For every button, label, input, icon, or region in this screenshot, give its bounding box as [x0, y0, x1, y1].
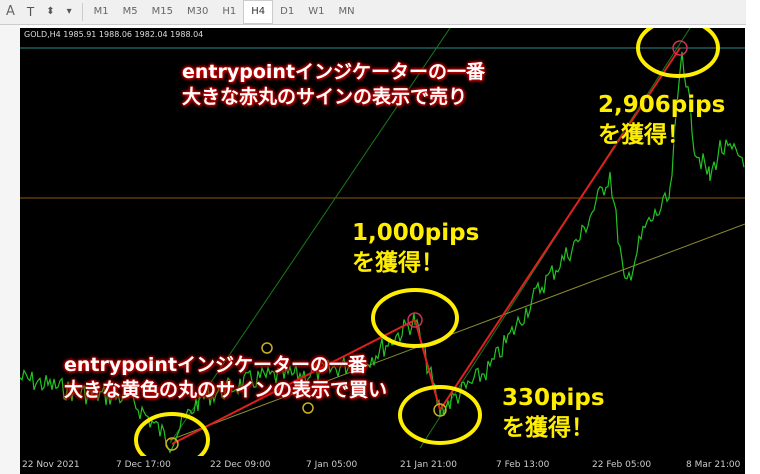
- price-chart[interactable]: [20, 28, 745, 456]
- toolbar: A T ⬍ ▾ M1 M5 M15 M30 H1 H4 D1 W1 MN: [0, 0, 746, 25]
- buy-note-line: 大きな黄色の丸のサインの表示で買い: [64, 379, 388, 401]
- text-tool[interactable]: A: [6, 4, 15, 19]
- signal-line: [439, 47, 681, 411]
- tf-m30[interactable]: M30: [187, 6, 209, 17]
- tf-m5[interactable]: M5: [122, 6, 138, 17]
- highlight-ellipse: [398, 385, 482, 445]
- separator: [81, 3, 83, 21]
- buy-signal-circle: [302, 402, 314, 414]
- arrows-tool-icon[interactable]: ⬍: [46, 6, 55, 17]
- gain-2906: 2,906pips を獲得！: [598, 90, 725, 150]
- buy-note-line: entrypointインジケーターの一番: [64, 354, 368, 376]
- left-panel: [0, 25, 20, 474]
- olive-trend-line: [169, 223, 745, 441]
- gain-330: 330pips を獲得！: [502, 383, 605, 443]
- text-label-tool[interactable]: T: [26, 5, 35, 19]
- sell-note-line: entrypointインジケーターの一番: [182, 61, 486, 83]
- sell-signal-circle: [407, 312, 423, 328]
- tf-mn[interactable]: MN: [338, 6, 355, 17]
- gain-label: を獲得！: [502, 415, 594, 441]
- buy-signal-circle: [165, 437, 179, 451]
- signal-line: [414, 319, 441, 411]
- time-label: 8 Mar 21:00: [686, 460, 741, 470]
- buy-signal-circle: [433, 403, 447, 417]
- symbol-header: GOLD,H4 1985.91 1988.06 1982.04 1988.04: [24, 30, 204, 39]
- price-series: [20, 51, 745, 454]
- tf-h4[interactable]: H4: [243, 0, 274, 24]
- sell-note: entrypointインジケーターの一番 大きな赤丸のサインの表示で売り: [182, 60, 485, 110]
- tf-m1[interactable]: M1: [93, 6, 109, 17]
- sell-signal-circle: [672, 40, 688, 56]
- gain-value: 2,906pips: [598, 92, 726, 118]
- gain-value: 330pips: [502, 385, 605, 411]
- time-label: 22 Feb 05:00: [592, 460, 652, 470]
- gain-label: を獲得！: [352, 250, 444, 276]
- signal-line: [171, 319, 416, 445]
- sell-note-line: 大きな赤丸のサインの表示で売り: [182, 86, 468, 108]
- time-label: 7 Feb 13:00: [496, 460, 550, 470]
- gain-1000: 1,000pips を獲得！: [352, 218, 479, 278]
- highlight-ellipse: [636, 28, 720, 78]
- time-label: 7 Jan 05:00: [306, 460, 358, 470]
- tf-d1[interactable]: D1: [280, 6, 295, 17]
- green-trend-line-1: [169, 28, 451, 444]
- buy-signal-circle: [261, 342, 273, 354]
- chart-canvas: [20, 28, 745, 456]
- dropdown-icon[interactable]: ▾: [66, 6, 72, 17]
- tf-h1[interactable]: H1: [222, 6, 237, 17]
- gain-value: 1,000pips: [352, 220, 480, 246]
- highlight-ellipse: [371, 288, 459, 348]
- highlight-ellipse: [134, 412, 210, 456]
- buy-note: entrypointインジケーターの一番 大きな黄色の丸のサインの表示で買い: [64, 353, 387, 403]
- time-label: 21 Jan 21:00: [400, 460, 457, 470]
- gain-label: を獲得！: [598, 122, 690, 148]
- tf-m15[interactable]: M15: [151, 6, 174, 17]
- time-axis: 22 Nov 2021 7 Dec 17:00 22 Dec 09:00 7 J…: [20, 456, 745, 474]
- time-label: 22 Dec 09:00: [210, 460, 271, 470]
- tf-w1[interactable]: W1: [308, 6, 325, 17]
- time-label: 7 Dec 17:00: [116, 460, 171, 470]
- time-label: 22 Nov 2021: [22, 460, 80, 470]
